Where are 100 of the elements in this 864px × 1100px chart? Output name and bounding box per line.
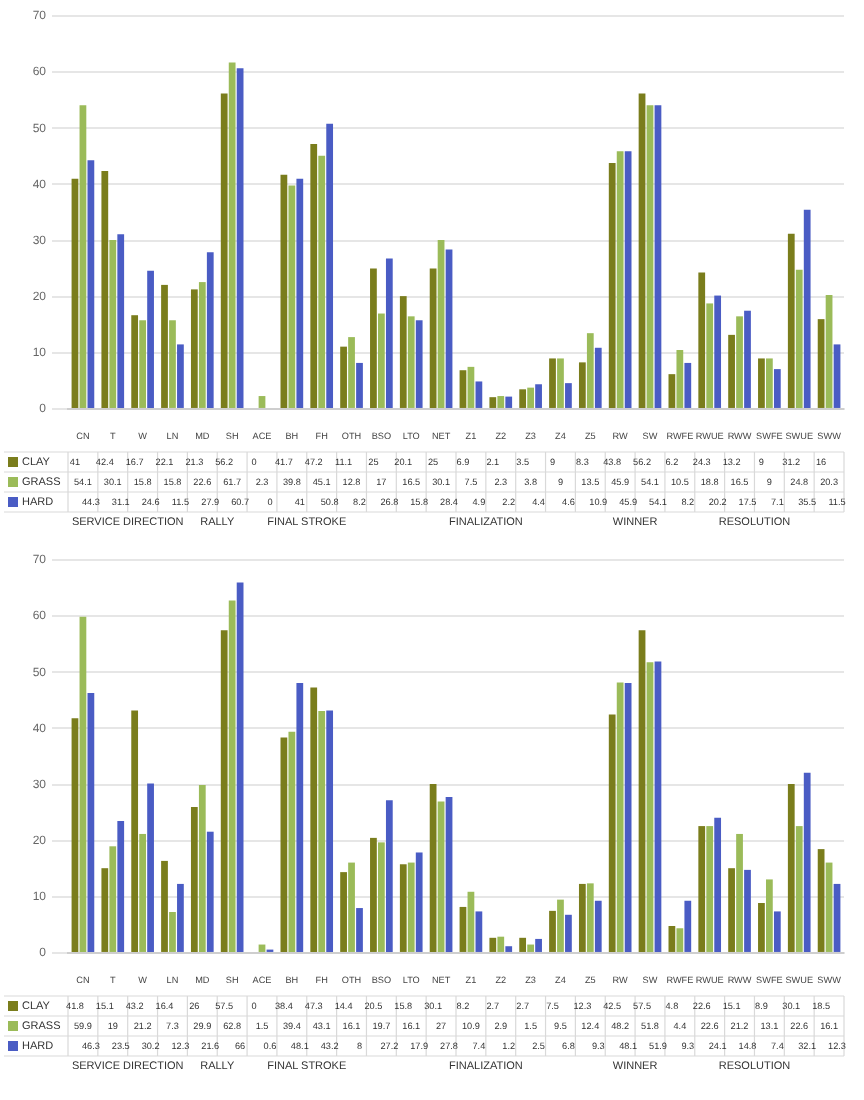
bar [310,143,318,408]
bar [505,946,513,952]
bar [139,833,146,952]
bar [519,389,527,408]
bar [817,849,825,952]
bar [87,693,95,952]
bar [399,864,407,952]
bar [177,883,184,952]
bar [228,600,236,952]
bar [684,900,692,952]
bar [296,178,304,408]
bar [565,383,572,408]
bar [535,938,542,952]
bar [519,937,527,952]
bar [616,151,624,408]
bar [415,320,423,408]
bar [429,268,437,408]
bar [489,397,497,408]
bar [348,862,355,952]
bar [586,333,594,408]
bar [684,362,692,408]
bar [773,911,781,952]
bar [326,123,334,408]
bar [578,883,586,952]
bar [131,315,139,408]
bar [758,358,765,408]
bar [787,783,795,952]
bar [190,289,198,408]
bar [608,714,616,952]
bar [198,282,206,408]
bar [356,362,363,408]
bar [795,826,803,952]
bar [415,852,423,952]
bar [744,310,751,408]
bar [698,272,706,408]
bar [161,860,168,952]
bar [608,163,616,408]
bar [795,269,803,408]
bar [565,914,572,952]
bar [429,783,437,952]
bar [220,93,228,408]
bar [676,350,684,408]
bar [385,258,393,408]
bar [736,316,743,408]
bar [706,826,714,952]
bar [296,682,304,952]
bar [475,381,483,408]
bar [220,630,228,952]
bar [161,284,168,408]
bar [527,387,534,408]
bar [527,944,534,952]
bar [549,358,556,408]
bar [340,346,347,408]
bar [773,369,781,408]
bar [109,239,117,408]
bar [340,872,347,952]
bar [758,903,765,952]
bar [318,711,326,952]
bar [698,826,706,952]
bar [288,731,296,952]
bar [288,185,296,408]
bar [370,268,377,408]
bar [728,334,735,408]
bar [766,879,773,952]
bar [109,846,117,952]
bar [87,160,95,408]
bar [378,313,385,408]
bar [318,155,326,408]
bar [578,362,586,408]
bar [714,295,722,408]
bar [169,320,176,408]
bar [147,270,154,408]
bar [147,783,154,952]
bar [557,358,564,408]
bar [586,883,594,952]
bar [310,687,318,952]
bar [676,928,684,952]
bar [803,209,811,408]
bar [766,358,773,408]
bar [378,842,385,952]
bar [190,807,198,952]
bar [489,937,497,952]
bar [475,911,483,952]
bar [535,384,542,408]
bar [399,296,407,408]
bar [497,396,505,408]
bar [505,396,513,408]
bar [817,319,825,408]
bar [744,869,751,952]
bar [736,833,743,952]
bar [557,899,564,952]
bar [594,900,602,952]
bar [370,837,377,952]
bar [198,785,206,952]
bar [616,682,624,952]
bar [228,62,236,408]
bar [497,936,505,952]
bar [169,911,176,952]
bar [714,817,722,952]
bar [206,252,214,408]
